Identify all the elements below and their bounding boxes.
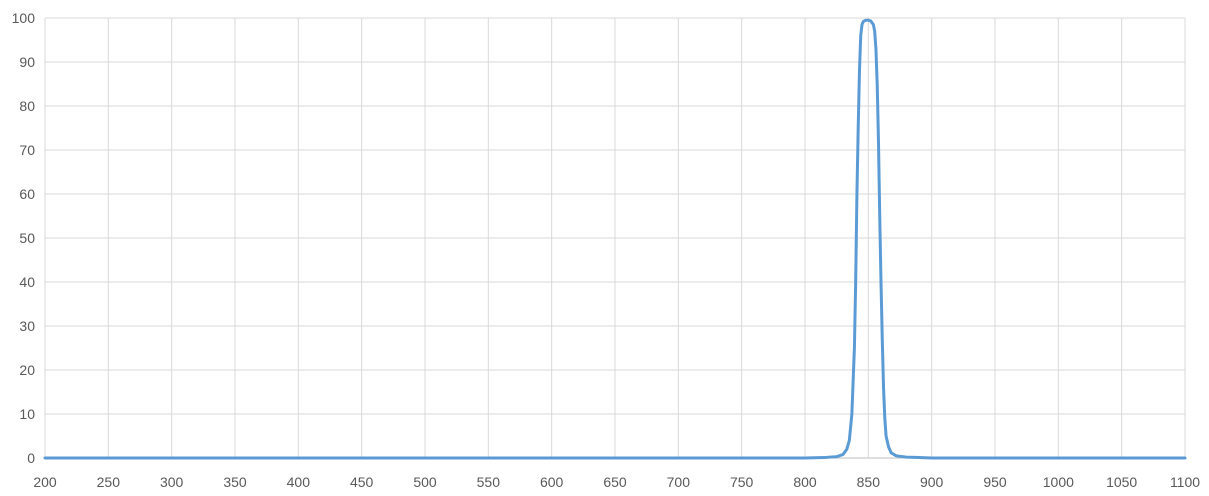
y-tick-label: 30 [19,318,35,334]
y-tick-label: 60 [19,186,35,202]
horizontal-gridlines [45,17,1185,415]
x-tick-label: 850 [857,474,881,490]
y-tick-label: 40 [19,274,35,290]
x-tick-label: 550 [477,474,501,490]
y-tick-label: 100 [12,10,36,26]
y-tick-label: 90 [19,54,35,70]
x-tick-label: 1100 [1170,474,1200,490]
series-group [43,18,1187,460]
x-tick-label: 900 [920,474,944,490]
x-tick-label: 450 [350,474,374,490]
y-axis-tick-labels: 0 10 20 30 40 50 60 70 80 90 100 [12,10,36,466]
x-tick-label: 300 [160,474,184,490]
series-line [43,18,1187,460]
x-tick-label: 1050 [1106,474,1137,490]
x-tick-label: 1000 [1043,474,1074,490]
x-tick-label: 200 [33,474,57,490]
x-tick-label: 800 [793,474,817,490]
x-axis-tick-labels: 200 250 300 350 400 450 500 550 600 650 700 750 800 8… [33,474,1200,490]
y-tick-label: 80 [19,98,35,114]
y-tick-label: 70 [19,142,35,158]
x-tick-label: 950 [983,474,1007,490]
x-tick-label: 650 [603,474,627,490]
x-tick-label: 400 [287,474,311,490]
x-tick-label: 350 [223,474,247,490]
y-tick-label: 10 [19,406,35,422]
y-tick-label: 50 [19,230,35,246]
x-tick-label: 750 [730,474,754,490]
x-tick-label: 250 [97,474,121,490]
x-tick-label: 600 [540,474,564,490]
y-tick-label: 0 [27,450,35,466]
x-tick-label: 700 [667,474,691,490]
y-tick-label: 20 [19,362,35,378]
x-tick-label: 500 [413,474,437,490]
